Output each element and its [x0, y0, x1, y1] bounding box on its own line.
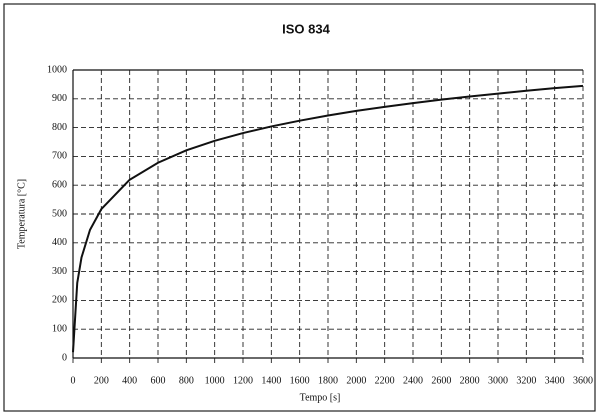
- x-tick-label: 2400: [403, 375, 423, 386]
- y-tick-label: 1000: [47, 64, 67, 75]
- x-tick-label: 200: [94, 375, 109, 386]
- chart-title: ISO 834: [282, 21, 330, 36]
- y-tick-label: 500: [52, 208, 67, 219]
- x-tick-label: 2600: [431, 375, 451, 386]
- x-tick-label: 2800: [460, 375, 480, 386]
- x-axis-label: Tempo [s]: [300, 392, 341, 403]
- x-tick-label: 1000: [205, 375, 225, 386]
- x-tick-label: 3600: [573, 375, 593, 386]
- x-tick-label: 2000: [346, 375, 366, 386]
- x-tick-label: 3000: [488, 375, 508, 386]
- y-tick-label: 200: [52, 295, 67, 306]
- x-tick-label: 0: [71, 375, 76, 386]
- x-tick-label: 1400: [261, 375, 281, 386]
- y-tick-label: 800: [52, 122, 67, 133]
- y-axis-label: Temperatura [°C]: [16, 179, 27, 249]
- y-tick-label: 400: [52, 237, 67, 248]
- y-tick-label: 300: [52, 266, 67, 277]
- x-tick-label: 1200: [233, 375, 253, 386]
- x-tick-label: 3200: [516, 375, 536, 386]
- x-tick-label: 1600: [290, 375, 310, 386]
- y-tick-label: 100: [52, 323, 67, 334]
- x-tick-label: 400: [122, 375, 137, 386]
- x-tick-label: 2200: [375, 375, 395, 386]
- x-tick-label: 3400: [545, 375, 565, 386]
- x-tick-label: 600: [151, 375, 166, 386]
- y-tick-label: 900: [52, 93, 67, 104]
- y-tick-label: 0: [62, 352, 67, 363]
- y-tick-label: 700: [52, 151, 67, 162]
- frame: [3, 3, 596, 412]
- line: [72, 84, 584, 353]
- y-tick-label: 600: [52, 179, 67, 190]
- x-tick-label: 1800: [318, 375, 338, 386]
- x-tick-label: 800: [179, 375, 194, 386]
